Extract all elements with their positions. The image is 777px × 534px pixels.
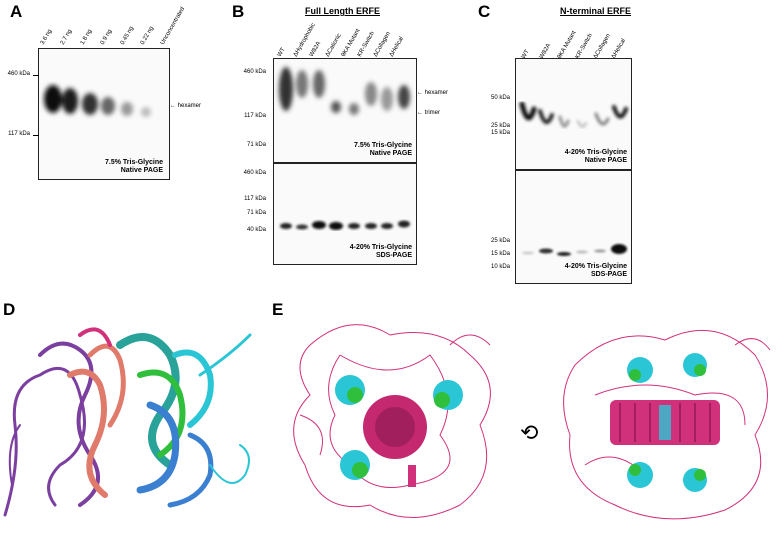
caption-line: SDS-PAGE	[375, 252, 412, 259]
panel-c-title: N-terminal ERFE	[560, 6, 632, 16]
lane-label: W82A	[308, 40, 323, 58]
arrow-label: hexamer	[177, 103, 202, 109]
panel-label-c: C	[478, 2, 491, 21]
caption-line: 4-20% Tris-Glycine	[564, 263, 627, 270]
mw-label: 117 kDa	[244, 196, 266, 202]
mw-label: 25 kDa	[490, 123, 510, 129]
mw-label: 460 kDa	[243, 69, 266, 75]
rotate-arrow-icon: ⟲	[520, 420, 539, 445]
mw-label: 460 kDa	[243, 170, 266, 176]
structure-e-side-view	[563, 329, 771, 520]
mw-label: 40 kDa	[246, 227, 266, 233]
blot-b-bottom-bands	[280, 220, 410, 230]
mw-label: 117 kDa	[244, 113, 266, 119]
structure-d-ribbon	[3, 327, 252, 517]
lane-label: WT	[276, 46, 287, 58]
mw-label: 117 kDa	[8, 131, 30, 137]
globular-domains	[335, 375, 463, 480]
lane-label: KR-Switch	[574, 32, 595, 60]
caption-line: SDS-PAGE	[590, 271, 627, 278]
lane-label: ΔHelical	[388, 35, 406, 58]
mw-tick	[33, 135, 39, 136]
caption-line: 4-20% Tris-Glycine	[349, 244, 412, 251]
blot-b-top-caption: 7.5% Tris-Glycine Native PAGE	[354, 142, 412, 158]
caption-line: Native PAGE	[584, 157, 627, 164]
lane-label: 0.22 ng	[139, 25, 156, 46]
lane-label: 1.8 ng	[79, 28, 94, 46]
mw-label: 15 kDa	[490, 130, 510, 136]
blot-c-bottom: 4-20% Tris-Glycine SDS-PAGE	[515, 170, 632, 284]
caption-line: 4-20% Tris-Glycine	[564, 149, 627, 156]
lane-label: 2.7 ng	[59, 28, 74, 46]
panel-b-title: Full Length ERFE	[305, 6, 380, 16]
mw-label: 71 kDa	[246, 210, 266, 216]
caption-line: Native PAGE	[120, 167, 163, 174]
structure-e-top-view	[293, 324, 491, 518]
blot-b-bottom: 4-20% Tris-Glycine SDS-PAGE	[273, 163, 417, 265]
panel-label-d: D	[3, 300, 16, 319]
lane-label: ΔCollagen	[592, 33, 612, 60]
hexamer-arrow: ← hexamer	[170, 103, 202, 109]
arrow-label: hexamer	[424, 90, 449, 96]
lane-label: 3.6 ng	[39, 28, 54, 46]
mw-label: 71 kDa	[246, 142, 266, 148]
blot-b-top-bands	[279, 67, 410, 115]
blot-a-bands	[44, 85, 151, 117]
caption-line: 7.5% Tris-Glycine	[354, 142, 412, 149]
side-globular-domains	[627, 353, 707, 492]
mw-label: 460 kDa	[7, 71, 30, 77]
blot-a-caption: 7.5% Tris-Glycine Native PAGE	[105, 159, 163, 175]
lane-label: 0.9 ng	[99, 28, 114, 46]
lane-label: 0.45 ng	[119, 25, 136, 46]
blot-c-top-bands	[519, 101, 628, 128]
panel-label-e: E	[272, 300, 284, 319]
hexamer-arrow: ← hexamer	[417, 90, 449, 96]
blot-c-top-caption: 4-20% Tris-Glycine Native PAGE	[565, 149, 627, 165]
caption-line: Native PAGE	[369, 150, 412, 157]
mw-label: 10 kDa	[490, 264, 510, 270]
mw-label: 50 kDa	[490, 95, 510, 101]
lane-label: ΔHelical	[610, 37, 628, 60]
panel-c-lane-labels: WT W82A θKA Mutant KR-Switch ΔCollagen Δ…	[514, 20, 644, 60]
trimer-arrow: ← trimer	[417, 110, 441, 116]
caption-line: 7.5% Tris-Glycine	[105, 159, 163, 166]
blot-b-bottom-caption: 4-20% Tris-Glycine SDS-PAGE	[350, 244, 412, 260]
mw-label: 25 kDa	[490, 238, 510, 244]
blot-c-bottom-caption: 4-20% Tris-Glycine SDS-PAGE	[565, 263, 627, 279]
panel-b-lane-labels: WT ΔHydrophobic W82A ΔCationic θKA Mutan…	[270, 20, 420, 60]
mw-tick	[33, 75, 39, 76]
arrow-label: trimer	[424, 110, 441, 116]
mw-label: 15 kDa	[490, 251, 510, 257]
panel-label-b: B	[232, 2, 245, 21]
lane-label: Unconcentrated	[159, 6, 187, 46]
panel-label-a: A	[10, 2, 23, 21]
blot-b-top: 7.5% Tris-Glycine Native PAGE	[273, 58, 417, 163]
blot-c-bottom-bands	[522, 244, 627, 256]
blot-a: 7.5% Tris-Glycine Native PAGE	[38, 48, 170, 180]
core-center	[375, 407, 415, 447]
blot-c-top: 4-20% Tris-Glycine Native PAGE	[515, 58, 632, 170]
